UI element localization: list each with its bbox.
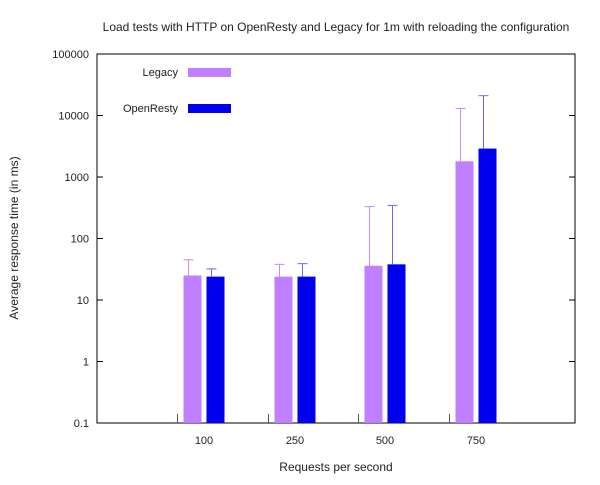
bar-openresty-250 [297, 276, 316, 423]
x-tick-label: 100 [195, 435, 213, 447]
bar-legacy-500 [364, 265, 383, 423]
legend: Legacy OpenResty [123, 67, 231, 115]
x-axis-label: Requests per second [279, 460, 392, 474]
legend-label-legacy: Legacy [143, 67, 179, 79]
x-tick-label: 250 [286, 435, 304, 447]
bar-openresty-750 [478, 148, 497, 423]
bars-group [183, 95, 497, 424]
bar-legacy-750 [455, 161, 474, 424]
legend-swatch-legacy [188, 68, 231, 77]
y-tick-label: 0.1 [74, 418, 89, 430]
x-tick-label: 500 [376, 435, 394, 447]
y-tick-label: 1000 [65, 172, 89, 184]
y-tick-label: 10000 [58, 111, 89, 123]
bar-openresty-500 [387, 264, 406, 423]
legend-swatch-openresty [188, 104, 231, 113]
y-axis-label: Average response time (in ms) [7, 156, 21, 319]
y-tick-label: 10 [77, 295, 89, 307]
y-axis: 0.1 1 10 100 1000 10000 100000 [52, 49, 575, 430]
bar-openresty-100 [206, 276, 225, 423]
chart-title: Load tests with HTTP on OpenResty and Le… [103, 20, 570, 34]
legend-label-openresty: OpenResty [123, 103, 179, 115]
bar-legacy-250 [274, 276, 293, 423]
x-axis: 100 250 500 750 [177, 414, 485, 447]
x-tick-label: 750 [467, 435, 485, 447]
y-tick-label: 100 [71, 234, 89, 246]
y-tick-label: 1 [83, 357, 89, 369]
bar-legacy-100 [183, 275, 202, 423]
y-tick-label: 100000 [52, 49, 89, 61]
